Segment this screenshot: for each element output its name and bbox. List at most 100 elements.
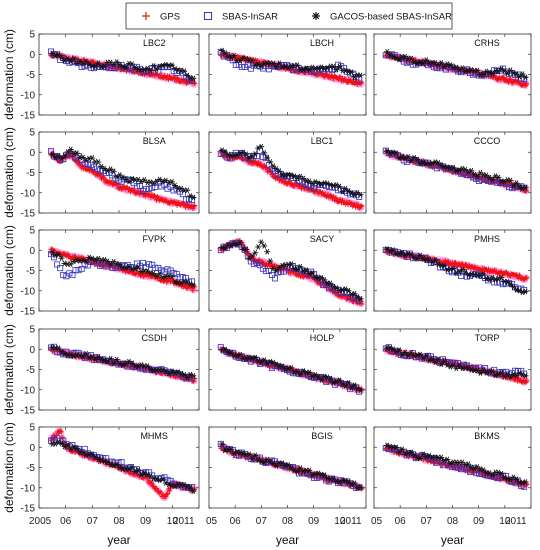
gacos-point bbox=[480, 271, 487, 277]
sbas-point bbox=[81, 261, 88, 268]
legend-label: SBAS-InSAR bbox=[222, 12, 278, 23]
gacos-point bbox=[237, 57, 244, 64]
gacos-series bbox=[49, 146, 197, 201]
gacos-point bbox=[291, 369, 298, 375]
gacos-point bbox=[339, 188, 346, 195]
gacos-point bbox=[504, 177, 511, 183]
gacos-point bbox=[489, 176, 496, 183]
gps-point bbox=[524, 81, 530, 87]
gacos-point bbox=[73, 150, 80, 156]
sbas-point bbox=[84, 161, 91, 168]
sbas-point bbox=[305, 182, 312, 189]
station-name: CSDH bbox=[141, 333, 167, 343]
panel-background bbox=[39, 329, 199, 410]
plot-area bbox=[382, 344, 531, 386]
gacos-point bbox=[519, 289, 526, 296]
y-tick-label: -15 bbox=[21, 307, 36, 318]
gacos-point bbox=[294, 62, 301, 68]
gacos-point bbox=[444, 164, 451, 171]
gacos-point bbox=[336, 287, 343, 294]
gacos-point bbox=[357, 72, 364, 79]
y-tick-label: -15 bbox=[21, 406, 36, 417]
gacos-point bbox=[249, 57, 256, 64]
gps-point bbox=[303, 70, 309, 76]
legend-label: GPS bbox=[160, 12, 180, 23]
gacos-point bbox=[61, 153, 68, 159]
gps-point bbox=[328, 193, 334, 199]
gacos-point bbox=[184, 374, 191, 381]
gacos-point bbox=[480, 71, 487, 78]
station-name: LBCH bbox=[310, 38, 334, 48]
gacos-point bbox=[468, 167, 475, 174]
gacos-point bbox=[519, 71, 526, 77]
gps-point bbox=[516, 272, 522, 278]
gacos-point bbox=[165, 179, 172, 186]
sbas-point bbox=[262, 268, 269, 275]
sbas-point bbox=[277, 268, 284, 275]
gacos-point bbox=[357, 191, 364, 198]
gps-point bbox=[495, 77, 501, 83]
gps-point bbox=[175, 76, 181, 82]
gacos-point bbox=[522, 288, 529, 295]
gacos-point bbox=[190, 372, 197, 379]
y-tick-label: -5 bbox=[26, 365, 35, 376]
gacos-point bbox=[336, 63, 343, 70]
gacos-point bbox=[181, 278, 188, 285]
y-tick-label: 5 bbox=[29, 226, 35, 237]
gacos-point bbox=[55, 251, 62, 258]
plot-area bbox=[47, 48, 198, 89]
gps-point bbox=[344, 296, 350, 302]
y-tick-label: 0 bbox=[29, 345, 35, 356]
panel-lbch: LBCH bbox=[208, 33, 367, 116]
sbas-point bbox=[146, 261, 153, 268]
gps-point bbox=[501, 75, 507, 81]
gacos-point bbox=[285, 171, 292, 178]
gacos-point bbox=[519, 185, 526, 191]
gacos-point bbox=[288, 365, 295, 371]
sbas-point bbox=[139, 187, 146, 194]
gacos-point bbox=[156, 271, 163, 277]
gps-point bbox=[460, 261, 466, 267]
gacos-point bbox=[408, 157, 415, 164]
gacos-point bbox=[312, 274, 319, 281]
sbas-point bbox=[265, 267, 272, 274]
y-axis-label: deformation (cm) bbox=[2, 29, 16, 120]
gacos-point bbox=[414, 156, 421, 163]
sbas-point bbox=[109, 64, 116, 71]
plot-area bbox=[217, 237, 366, 307]
gacos-point bbox=[444, 61, 451, 68]
gacos-point bbox=[147, 270, 154, 276]
gacos-point bbox=[417, 59, 424, 66]
gacos-point bbox=[76, 258, 83, 264]
gacos-point bbox=[110, 168, 117, 175]
sbas-point bbox=[247, 65, 254, 72]
gacos-point bbox=[462, 68, 469, 75]
sbas-point bbox=[48, 148, 55, 155]
sbas-point bbox=[152, 264, 159, 271]
y-tick-label: -5 bbox=[26, 266, 35, 277]
sbas-point bbox=[182, 196, 189, 203]
gacos-point bbox=[276, 60, 283, 66]
station-name: CRHS bbox=[474, 38, 500, 48]
gacos-point bbox=[444, 267, 451, 273]
gacos-point bbox=[135, 264, 142, 270]
gacos-point bbox=[92, 63, 99, 70]
plot-area bbox=[47, 343, 198, 385]
gps-point bbox=[174, 203, 180, 209]
sbas-point bbox=[87, 161, 94, 168]
panel-sacy: SACY bbox=[208, 229, 367, 312]
y-tick-label: -15 bbox=[21, 111, 36, 122]
gacos-point bbox=[321, 373, 328, 380]
gacos-point bbox=[396, 155, 403, 161]
gps-point bbox=[498, 268, 504, 274]
plot-area bbox=[217, 143, 366, 212]
gacos-point bbox=[243, 246, 250, 253]
y-axis-label: deformation (cm) bbox=[2, 422, 16, 513]
gacos-point bbox=[285, 261, 292, 268]
gps-point bbox=[72, 254, 78, 260]
x-axis-label: year bbox=[276, 533, 299, 547]
sbas-point bbox=[299, 179, 306, 186]
sbas-point bbox=[78, 266, 85, 273]
gacos-point bbox=[159, 178, 166, 185]
gacos-point bbox=[483, 275, 490, 282]
